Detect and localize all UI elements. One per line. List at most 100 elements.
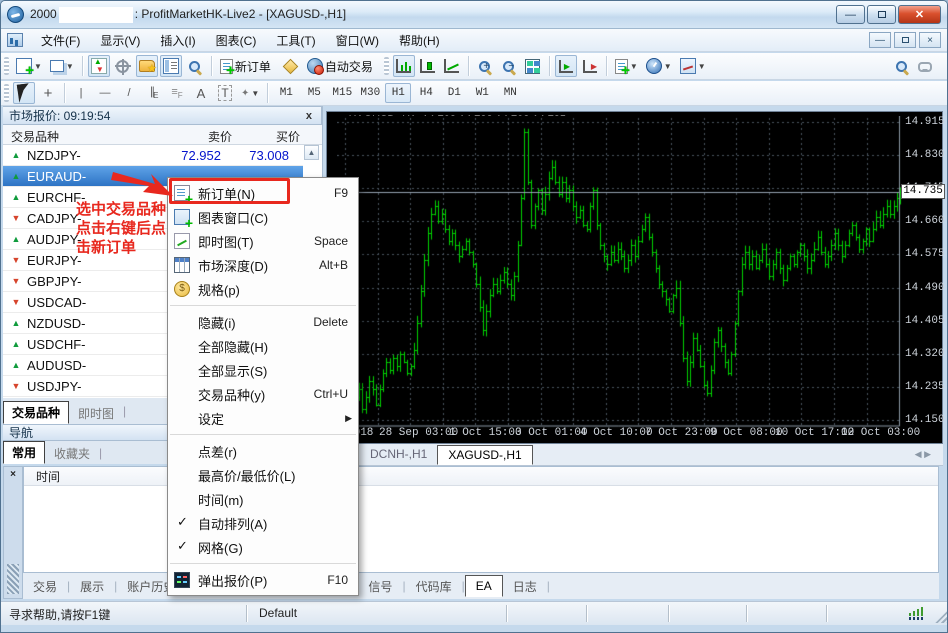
timeframe-button-h1[interactable]: H1 bbox=[385, 83, 412, 103]
new-order-button[interactable]: 新订单 bbox=[217, 55, 278, 79]
menubar-item[interactable]: 工具(T) bbox=[276, 33, 316, 48]
menubar-item[interactable]: 文件(F) bbox=[41, 33, 81, 48]
context-menu-item[interactable]: 点差(r) bbox=[168, 439, 358, 463]
context-menu-item[interactable]: 交易品种(y) Ctrl+U bbox=[168, 382, 358, 406]
data-window-button[interactable] bbox=[112, 55, 134, 77]
timeframe-button-m30[interactable]: M30 bbox=[360, 87, 381, 99]
crosshair-tool-button[interactable]: + bbox=[37, 82, 59, 104]
terminal-close-icon[interactable]: × bbox=[10, 469, 16, 480]
market-watch-header[interactable]: 市场报价: 09:19:54 x bbox=[3, 106, 322, 125]
status-profile[interactable]: Default bbox=[259, 606, 298, 620]
vertical-line-tool-button[interactable]: | bbox=[70, 82, 92, 104]
chart-window[interactable]: ▼XAGUSD-,H1 14.708 14.738 14.702 14.735 … bbox=[326, 111, 945, 444]
mdi-minimize-button[interactable]: — bbox=[869, 32, 891, 48]
autotrading-button[interactable]: 自动交易 bbox=[304, 55, 380, 77]
symbol-row[interactable]: ▼ USDCAD- bbox=[3, 292, 303, 313]
symbol-row[interactable]: ▼ CADJPY- bbox=[3, 208, 303, 229]
horizontal-line-tool-button[interactable]: — bbox=[94, 82, 116, 104]
context-menu-item[interactable]: $ 规格(p) bbox=[168, 277, 358, 301]
tile-windows-button[interactable] bbox=[522, 55, 544, 77]
market-watch-toggle-button[interactable] bbox=[87, 55, 110, 77]
market-watch-close-icon[interactable]: x bbox=[305, 109, 312, 122]
symbol-row[interactable]: ▲ AUDJPY- bbox=[3, 229, 303, 250]
context-menu-item[interactable]: 最高价/最低价(L) bbox=[168, 463, 358, 487]
context-menu-item[interactable]: ✓ 网格(G) bbox=[168, 535, 358, 559]
menubar-item[interactable]: 窗口(W) bbox=[335, 33, 379, 48]
channel-tool-button[interactable]: ∥E bbox=[142, 82, 164, 104]
profiles-button[interactable]: ▼ bbox=[47, 55, 77, 77]
line-chart-button[interactable] bbox=[441, 55, 463, 77]
close-button[interactable]: ✕ bbox=[898, 5, 941, 24]
timeframe-button-d1[interactable]: D1 bbox=[447, 87, 461, 99]
symbol-row[interactable]: ▲ USDCHF- bbox=[3, 334, 303, 355]
market-watch-tab[interactable]: 即时图 bbox=[78, 407, 115, 421]
menubar-item[interactable]: 图表(C) bbox=[215, 33, 257, 48]
context-menu-item[interactable]: 全部显示(S) bbox=[168, 358, 358, 382]
zoom-in-button[interactable] bbox=[474, 55, 496, 77]
market-watch-scrollbar[interactable]: ▲ bbox=[304, 145, 320, 501]
restore-button[interactable] bbox=[867, 5, 896, 24]
trendline-tool-button[interactable]: / bbox=[118, 82, 140, 104]
timeframe-button-m5[interactable]: M5 bbox=[307, 87, 321, 99]
column-sell[interactable]: 卖价 bbox=[207, 130, 232, 144]
terminal-tab-信号[interactable]: 信号 bbox=[368, 579, 393, 594]
periods-button[interactable]: ▼ bbox=[643, 55, 675, 77]
chart-tab[interactable]: DCNH-,H1 bbox=[370, 447, 428, 461]
context-menu-item[interactable]: 全部隐藏(H) bbox=[168, 334, 358, 358]
terminal-tab-EA[interactable]: EA bbox=[464, 575, 503, 597]
terminal-tab-日志[interactable]: 日志 bbox=[512, 579, 537, 594]
strategy-tester-button[interactable] bbox=[184, 55, 206, 77]
search-button[interactable] bbox=[890, 55, 912, 77]
menubar-item[interactable]: 显示(V) bbox=[100, 33, 141, 48]
column-symbol[interactable]: 交易品种 bbox=[11, 130, 60, 144]
context-menu-item[interactable]: ✓ 自动排列(A) bbox=[168, 511, 358, 535]
symbol-row[interactable]: ▼ USDJPY- bbox=[3, 376, 303, 397]
terminal-tab-交易[interactable]: 交易 bbox=[33, 579, 58, 594]
community-chat-button[interactable] bbox=[914, 55, 936, 77]
cursor-tool-button[interactable] bbox=[13, 82, 35, 104]
zoom-out-button[interactable] bbox=[498, 55, 520, 77]
terminal-tab-展示[interactable]: 展示 bbox=[80, 579, 105, 594]
navigator-tab[interactable]: 收藏夹 bbox=[54, 447, 91, 461]
symbol-row[interactable]: ▼ GBPJPY- bbox=[3, 271, 303, 292]
terminal-toggle-button[interactable] bbox=[159, 55, 182, 77]
fibonacci-tool-button[interactable]: ≡F bbox=[166, 82, 188, 104]
menubar-item[interactable]: 帮助(H) bbox=[398, 33, 440, 48]
navigator-tab[interactable]: 常用 bbox=[3, 441, 46, 464]
context-menu-item[interactable]: 图表窗口(C) bbox=[168, 205, 358, 231]
candlestick-button[interactable] bbox=[417, 55, 439, 77]
context-menu-item[interactable]: 市场深度(D) Alt+B bbox=[168, 253, 358, 277]
symbol-row[interactable]: ▲ AUDUSD- bbox=[3, 355, 303, 376]
symbol-row[interactable]: ▲ NZDJPY- 72.952 73.008 bbox=[3, 145, 303, 166]
context-menu-item[interactable]: 弹出报价(P) F10 bbox=[168, 568, 358, 592]
symbol-row[interactable]: ▼ EURJPY- bbox=[3, 250, 303, 271]
auto-scroll-button[interactable] bbox=[554, 55, 577, 77]
metaeditor-button[interactable] bbox=[280, 55, 302, 77]
chart-tab[interactable]: XAGUSD-,H1 bbox=[437, 445, 533, 465]
resize-grip[interactable] bbox=[934, 610, 947, 623]
timeframe-button-w1[interactable]: W1 bbox=[475, 87, 489, 99]
chart-canvas[interactable] bbox=[337, 116, 903, 428]
label-tool-button[interactable]: T bbox=[214, 82, 236, 104]
navigator-toggle-button[interactable] bbox=[135, 55, 158, 77]
timeframe-button-mn[interactable]: MN bbox=[503, 87, 517, 99]
mdi-close-button[interactable]: × bbox=[919, 32, 941, 48]
templates-button[interactable]: ▼ bbox=[677, 55, 709, 77]
timeframe-button-m15[interactable]: M15 bbox=[332, 87, 353, 99]
symbol-row[interactable]: ▲ NZDUSD- bbox=[3, 313, 303, 334]
mdi-restore-button[interactable] bbox=[894, 32, 916, 48]
scroll-up-icon[interactable]: ▲ bbox=[304, 145, 319, 160]
symbol-row[interactable]: ▲ EURCHF- bbox=[3, 187, 303, 208]
timeframe-button-m1[interactable]: M1 bbox=[279, 87, 293, 99]
terminal-tab-代码库[interactable]: 代码库 bbox=[415, 579, 452, 594]
chart-shift-button[interactable] bbox=[579, 55, 601, 77]
context-menu-item[interactable]: 即时图(T) Space bbox=[168, 229, 358, 253]
context-menu-item[interactable]: 设定 ▶ bbox=[168, 406, 358, 430]
context-menu-item[interactable]: 时间(m) bbox=[168, 487, 358, 511]
shapes-tool-button[interactable]: ✦ ▼ bbox=[241, 87, 260, 99]
column-buy[interactable]: 买价 bbox=[275, 130, 300, 144]
minimize-button[interactable]: — bbox=[836, 5, 865, 24]
context-menu-item[interactable]: 新订单(N) F9 bbox=[168, 181, 358, 207]
tab-scroll-arrows[interactable]: ◀ ▶ bbox=[914, 449, 931, 459]
terminal-grip[interactable] bbox=[7, 564, 19, 594]
